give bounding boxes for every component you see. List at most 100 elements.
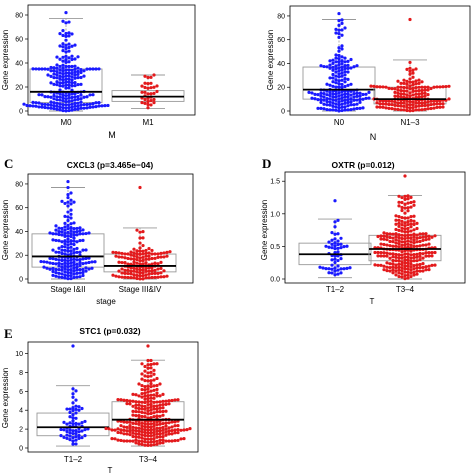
data-point xyxy=(57,250,61,254)
data-point xyxy=(328,90,332,95)
data-point xyxy=(430,263,434,267)
data-point xyxy=(346,63,350,67)
data-point xyxy=(381,102,385,106)
data-point xyxy=(402,108,406,112)
data-point xyxy=(119,424,123,428)
data-point xyxy=(343,66,347,71)
data-point xyxy=(418,269,422,273)
data-point xyxy=(22,102,26,106)
data-point xyxy=(403,221,407,225)
data-point xyxy=(64,21,68,25)
data-point xyxy=(343,101,347,105)
data-point xyxy=(414,101,418,105)
data-point xyxy=(414,82,418,86)
data-point xyxy=(349,93,353,97)
data-point xyxy=(55,101,59,106)
data-point xyxy=(79,97,83,101)
y-tick-label: 60 xyxy=(277,37,285,44)
data-point xyxy=(106,103,110,108)
y-tick-label: 80 xyxy=(15,181,23,188)
data-point xyxy=(125,398,129,403)
data-point xyxy=(64,60,68,65)
data-point xyxy=(58,102,62,106)
data-point xyxy=(52,72,56,76)
data-point xyxy=(333,220,337,224)
chart-title: OXTR (p=0.012) xyxy=(331,160,394,170)
data-point xyxy=(61,69,65,73)
data-point xyxy=(63,228,67,232)
data-point xyxy=(406,236,410,240)
data-point xyxy=(325,65,329,69)
data-point xyxy=(384,99,388,103)
panel-letter: D xyxy=(262,156,271,171)
data-point xyxy=(164,433,168,437)
data-point xyxy=(66,249,70,253)
data-point xyxy=(61,99,65,103)
data-point xyxy=(159,260,163,264)
data-point xyxy=(346,94,350,99)
data-point xyxy=(400,243,404,247)
data-point xyxy=(152,372,156,376)
data-point xyxy=(349,108,353,112)
data-point xyxy=(339,267,343,271)
data-point xyxy=(63,225,67,229)
data-point xyxy=(144,276,148,280)
data-point xyxy=(337,82,341,86)
data-point xyxy=(418,257,422,262)
data-point xyxy=(67,83,71,87)
data-point xyxy=(397,221,401,226)
data-point xyxy=(70,78,74,82)
data-point xyxy=(417,108,421,112)
data-point xyxy=(393,90,397,94)
data-point xyxy=(417,78,421,82)
data-point xyxy=(337,100,341,104)
data-point xyxy=(155,429,159,433)
box-group-1 xyxy=(298,199,372,279)
data-point xyxy=(67,56,71,60)
data-point xyxy=(64,94,68,98)
data-point xyxy=(340,55,344,59)
data-point xyxy=(72,200,76,204)
data-point xyxy=(415,255,419,259)
data-point xyxy=(67,64,71,69)
data-point xyxy=(420,108,424,112)
data-point xyxy=(119,438,123,443)
data-point xyxy=(409,243,413,247)
data-point xyxy=(164,424,168,428)
data-point xyxy=(141,252,145,256)
data-point xyxy=(429,99,433,103)
data-point xyxy=(72,233,76,237)
data-point xyxy=(418,262,422,267)
data-point xyxy=(406,261,410,265)
data-point xyxy=(346,104,350,108)
data-point xyxy=(60,244,64,249)
data-point xyxy=(43,95,47,99)
data-point xyxy=(152,388,156,392)
data-point xyxy=(69,273,73,278)
data-point xyxy=(126,271,130,276)
data-point xyxy=(69,225,73,230)
category-label-n1-3: N1–3 xyxy=(400,118,420,127)
data-point xyxy=(140,387,144,392)
data-point xyxy=(87,260,91,265)
data-point xyxy=(88,67,92,71)
data-point xyxy=(417,104,421,108)
data-point xyxy=(376,254,380,258)
data-point xyxy=(405,79,409,83)
data-point xyxy=(355,102,359,106)
data-point xyxy=(152,414,156,419)
data-point xyxy=(385,268,389,273)
data-point xyxy=(393,107,397,111)
data-point xyxy=(337,79,341,83)
data-point xyxy=(173,439,177,443)
data-point xyxy=(337,69,341,73)
data-point xyxy=(333,241,337,245)
data-point xyxy=(138,246,142,250)
data-point xyxy=(64,106,68,110)
data-point xyxy=(427,268,431,272)
data-point xyxy=(66,240,70,244)
data-point xyxy=(176,431,180,435)
data-point xyxy=(125,402,129,406)
data-point xyxy=(68,415,72,419)
data-point xyxy=(345,266,349,271)
